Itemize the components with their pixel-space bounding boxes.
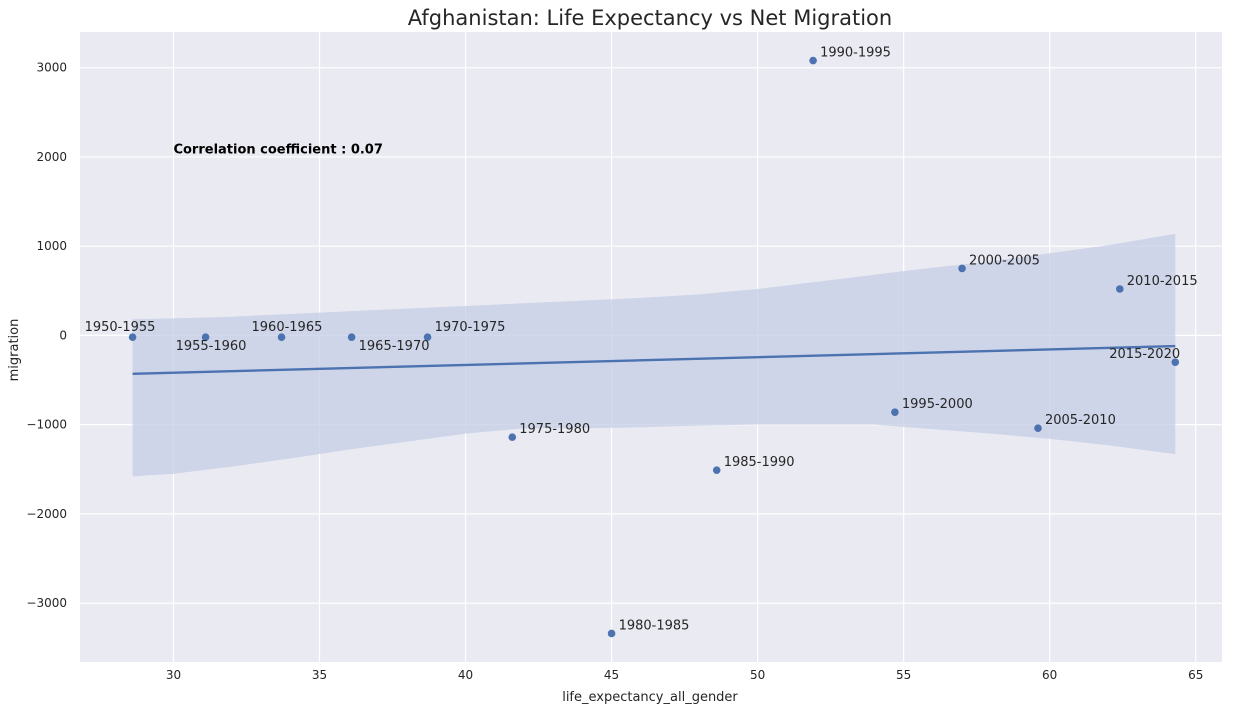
data-point xyxy=(958,264,966,273)
x-tick-label: 50 xyxy=(750,668,765,682)
x-tick-label: 55 xyxy=(896,668,911,682)
point-label: 1955-1960 xyxy=(176,339,247,354)
data-point xyxy=(891,408,899,416)
x-axis-label: life_expectancy_all_gender xyxy=(562,690,738,705)
data-point xyxy=(508,433,517,441)
point-labels: 1950-1955 1955-1960 1960-1965 1965-1970 1970… xyxy=(85,46,1198,634)
point-label: 1975-1980 xyxy=(519,422,590,437)
y-tick-label: −2000 xyxy=(26,507,67,521)
data-point xyxy=(423,333,432,341)
point-label: 1995-2000 xyxy=(902,397,973,412)
point-label: 2010-2015 xyxy=(1127,274,1198,289)
point-label: 1970-1975 xyxy=(435,320,506,335)
x-tick-label: 45 xyxy=(604,668,619,682)
point-label: 1980-1985 xyxy=(619,618,690,633)
x-tick-label: 40 xyxy=(458,668,473,682)
data-point xyxy=(1171,358,1180,366)
point-label: 1965-1970 xyxy=(359,339,430,354)
data-point xyxy=(712,466,721,474)
y-tick-label: 1000 xyxy=(36,239,67,253)
x-tick-label: 35 xyxy=(312,668,327,682)
confidence-band xyxy=(132,233,1176,477)
y-tick-label: −1000 xyxy=(26,418,67,432)
data-point xyxy=(347,333,356,341)
x-tick-label: 60 xyxy=(1042,668,1057,682)
y-tick-label: −3000 xyxy=(26,596,67,610)
y-axis-label: migration xyxy=(7,319,22,382)
data-points xyxy=(128,56,1180,638)
point-label: 2015-2020 xyxy=(1109,347,1180,362)
data-point xyxy=(277,333,286,341)
data-point xyxy=(201,333,210,341)
data-point xyxy=(607,629,616,638)
data-point xyxy=(128,333,137,341)
point-label: 1990-1995 xyxy=(820,46,891,61)
point-label: 1960-1965 xyxy=(252,320,323,335)
data-point xyxy=(809,56,817,65)
x-tick-label: 30 xyxy=(166,668,181,682)
confidence-band-area xyxy=(132,233,1176,477)
axis-ticks: 30 35 40 45 50 55 60 65 −3000 −2000 −1000 0 1000 2000… xyxy=(26,61,1203,682)
y-tick-label: 0 xyxy=(59,328,67,342)
point-label: 1985-1990 xyxy=(724,455,795,470)
x-tick-label: 65 xyxy=(1188,668,1203,682)
chart-title: Afghanistan: Life Expectancy vs Net Migr… xyxy=(408,6,892,30)
regression-line-path xyxy=(132,344,1176,375)
regression-line xyxy=(132,344,1176,375)
data-point xyxy=(1115,285,1124,293)
point-label: 2005-2010 xyxy=(1045,413,1116,428)
y-tick-label: 2000 xyxy=(36,150,67,164)
point-label: 1950-1955 xyxy=(85,320,156,335)
data-point xyxy=(1034,424,1042,433)
correlation-annotation: Correlation coefficient : 0.07 xyxy=(173,142,382,157)
point-label: 2000-2005 xyxy=(969,253,1040,268)
y-tick-label: 3000 xyxy=(36,61,67,75)
